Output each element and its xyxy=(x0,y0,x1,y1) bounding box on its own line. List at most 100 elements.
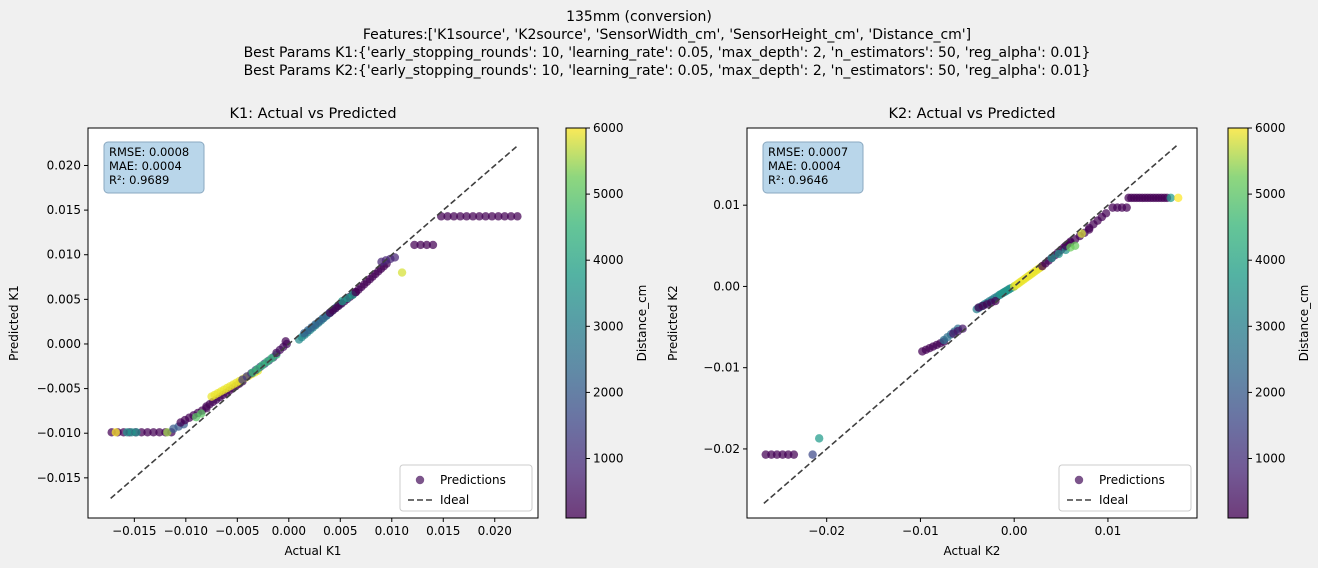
x-axis-label: Actual K2 xyxy=(944,544,1001,558)
chart-title: K2: Actual vs Predicted xyxy=(888,106,1055,122)
stats-line: RMSE: 0.0008 xyxy=(109,145,189,159)
data-point xyxy=(468,212,478,221)
colorbar-tick-label: 3000 xyxy=(593,319,624,333)
data-point xyxy=(1166,193,1175,203)
x-tick-label: 0.005 xyxy=(323,524,357,538)
x-tick-label: 0.000 xyxy=(272,524,306,538)
colorbar-tick-label: 6000 xyxy=(1255,121,1286,135)
colorbar-tick-label: 2000 xyxy=(1255,385,1286,399)
colorbar-gradient xyxy=(566,128,586,518)
y-tick-label: −0.010 xyxy=(37,426,81,440)
suptitle-line-3: Best Params K1:{'early_stopping_rounds':… xyxy=(244,45,1091,61)
data-point xyxy=(132,428,141,437)
legend-label-predictions: Predictions xyxy=(1099,473,1165,487)
data-point xyxy=(111,428,121,437)
y-tick-label: −0.015 xyxy=(37,471,81,485)
x-tick-label: 0.01 xyxy=(1095,524,1122,538)
colorbar-frame xyxy=(565,127,587,519)
data-point xyxy=(397,268,407,277)
x-tick-label: 0.020 xyxy=(478,524,512,538)
y-tick-label: −0.02 xyxy=(703,442,740,456)
data-point xyxy=(163,428,172,437)
stats-line: RMSE: 0.0007 xyxy=(768,145,848,159)
y-tick-label: 0.015 xyxy=(47,203,81,217)
colorbar-frame xyxy=(1227,127,1249,519)
y-tick-label: −0.005 xyxy=(37,382,81,396)
k1-panel: K1: Actual vs Predicted −0.015 −0.010 −0.00… xyxy=(7,106,649,558)
data-point xyxy=(422,240,431,250)
data-point xyxy=(506,212,516,221)
colorbar-tick-label: 3000 xyxy=(1255,319,1286,333)
data-point xyxy=(808,450,817,459)
data-point xyxy=(487,212,497,221)
colorbar-tick-label: 5000 xyxy=(1255,187,1286,201)
x-axis-label: Actual K1 xyxy=(285,544,342,558)
stats-box-background xyxy=(103,141,205,194)
axes-frame xyxy=(87,127,539,519)
data-point xyxy=(513,212,522,221)
colorbar-label: Distance_cm xyxy=(635,285,649,362)
colorbar-tick-label: 1000 xyxy=(593,452,624,466)
y-tick-label: 0.010 xyxy=(47,248,81,262)
stats-line: R²: 0.9689 xyxy=(109,173,169,187)
data-point xyxy=(281,337,290,346)
y-tick-label: 0.020 xyxy=(47,158,81,172)
data-point xyxy=(410,240,419,250)
data-point xyxy=(814,434,824,443)
x-tick-label: −0.02 xyxy=(808,524,845,538)
data-point xyxy=(1054,249,1063,259)
data-point xyxy=(1070,241,1080,251)
colorbar-tick-label: 5000 xyxy=(593,187,624,201)
legend-label-ideal: Ideal xyxy=(1099,493,1128,507)
colorbar: 1000 2000 3000 4000 5000 6000 Distance_cm xyxy=(565,121,649,519)
data-point xyxy=(958,324,967,333)
colorbar-tick-label: 1000 xyxy=(1255,452,1286,466)
legend-marker-predictions xyxy=(1074,475,1084,485)
data-point xyxy=(1122,203,1131,212)
data-point xyxy=(143,428,152,437)
colorbar-tick-label: 2000 xyxy=(593,385,624,399)
legend-marker-predictions xyxy=(415,475,425,485)
data-point xyxy=(1101,209,1111,218)
colorbar: 1000 2000 3000 4000 5000 6000 Distance_cm xyxy=(1227,121,1311,519)
axes-frame xyxy=(746,127,1198,519)
y-tick-label: 0.005 xyxy=(47,292,81,306)
stats-box-background xyxy=(762,141,864,194)
suptitle-line-1: 135mm (conversion) xyxy=(566,9,712,25)
x-tick-label: 0.00 xyxy=(1001,524,1028,538)
ideal-line xyxy=(763,143,1179,504)
y-axis-label: Predicted K2 xyxy=(666,285,680,361)
colorbar-tick-label: 4000 xyxy=(1255,253,1286,267)
x-tick-label: −0.01 xyxy=(902,524,939,538)
data-point xyxy=(1077,229,1086,238)
legend: Predictions Ideal xyxy=(1058,464,1192,512)
suptitle: 135mm (conversion) Features:['K1source',… xyxy=(244,9,1091,79)
y-tick-label: 0.000 xyxy=(47,337,81,351)
data-point xyxy=(155,428,164,437)
data-point xyxy=(416,240,425,250)
x-tick-label: −0.005 xyxy=(215,524,259,538)
data-point xyxy=(789,450,799,459)
colorbar-gradient xyxy=(1228,128,1248,518)
colorbar-tick-label: 4000 xyxy=(593,253,624,267)
data-point xyxy=(390,253,400,262)
data-point xyxy=(149,428,158,437)
x-tick-label: 0.010 xyxy=(375,524,409,538)
legend: Predictions Ideal xyxy=(399,464,533,512)
y-tick-label: 0.01 xyxy=(713,198,740,212)
data-point xyxy=(462,212,471,221)
stats-line: R²: 0.9646 xyxy=(768,173,828,187)
data-point xyxy=(1047,253,1056,263)
legend-frame xyxy=(1058,464,1192,512)
x-tick-label: −0.015 xyxy=(112,524,156,538)
x-tick-label: −0.010 xyxy=(164,524,208,538)
x-tick-label: 0.015 xyxy=(426,524,460,538)
data-point xyxy=(481,212,490,221)
colorbar-label: Distance_cm xyxy=(1297,285,1311,362)
k2-panel: K2: Actual vs Predicted −0.02 −0.01 0.00 0.0… xyxy=(666,106,1311,558)
data-point xyxy=(428,240,438,250)
data-point xyxy=(991,296,1000,306)
stats-line: MAE: 0.0004 xyxy=(768,159,841,173)
